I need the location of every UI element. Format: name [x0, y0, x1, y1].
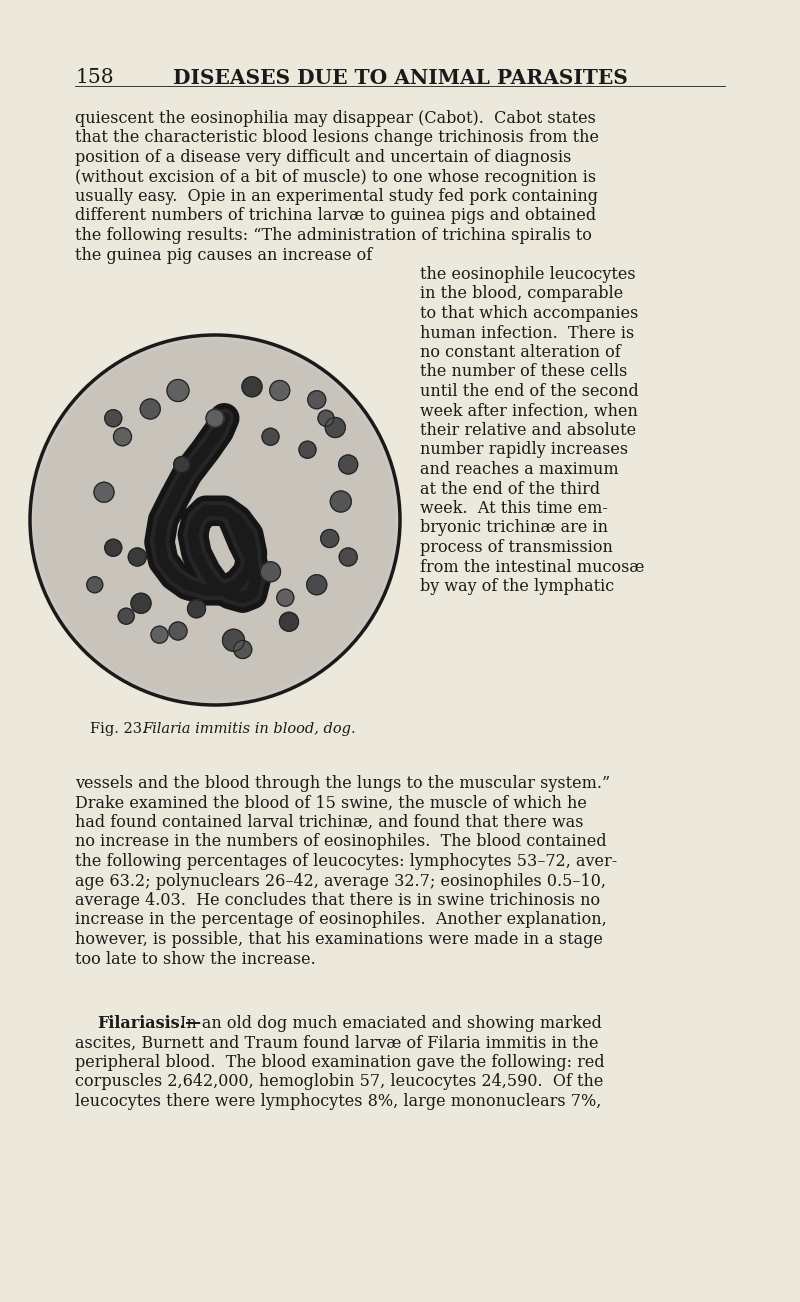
Circle shape: [308, 391, 326, 409]
Circle shape: [242, 376, 262, 397]
Text: until the end of the second: until the end of the second: [420, 383, 638, 400]
Circle shape: [339, 548, 357, 566]
Text: the guinea pig causes an increase of: the guinea pig causes an increase of: [75, 246, 372, 263]
Text: and reaches a maximum: and reaches a maximum: [420, 461, 618, 478]
Text: week after infection, when: week after infection, when: [420, 402, 638, 419]
Circle shape: [131, 594, 151, 613]
Circle shape: [105, 410, 122, 427]
Text: vessels and the blood through the lungs to the muscular system.”: vessels and the blood through the lungs …: [75, 775, 610, 792]
Text: Drake examined the blood of 15 swine, the muscle of which he: Drake examined the blood of 15 swine, th…: [75, 794, 587, 811]
Circle shape: [234, 641, 252, 659]
Text: increase in the percentage of eosinophiles.  Another explanation,: increase in the percentage of eosinophil…: [75, 911, 606, 928]
Circle shape: [277, 590, 294, 607]
Text: bryonic trichinæ are in: bryonic trichinæ are in: [420, 519, 608, 536]
Text: human infection.  There is: human infection. There is: [420, 324, 634, 341]
Circle shape: [30, 335, 400, 704]
Circle shape: [306, 574, 326, 595]
Text: 158: 158: [75, 68, 114, 87]
Circle shape: [318, 410, 334, 426]
Text: process of transmission: process of transmission: [420, 539, 613, 556]
Text: peripheral blood.  The blood examination gave the following: red: peripheral blood. The blood examination …: [75, 1055, 605, 1072]
Text: that the characteristic blood lesions change trichinosis from the: that the characteristic blood lesions ch…: [75, 129, 599, 147]
Circle shape: [151, 626, 168, 643]
Circle shape: [326, 418, 346, 437]
Text: however, is possible, that his examinations were made in a stage: however, is possible, that his examinati…: [75, 931, 603, 948]
Circle shape: [206, 409, 224, 427]
Text: position of a disease very difficult and uncertain of diagnosis: position of a disease very difficult and…: [75, 148, 571, 165]
Text: age 63.2; polynuclears 26–42, average 32.7; eosinophiles 0.5–10,: age 63.2; polynuclears 26–42, average 32…: [75, 872, 606, 889]
Circle shape: [35, 341, 394, 699]
Text: usually easy.  Opie in an experimental study fed pork containing: usually easy. Opie in an experimental st…: [75, 187, 598, 204]
Circle shape: [270, 380, 290, 401]
Circle shape: [187, 600, 206, 618]
Text: In an old dog much emaciated and showing marked: In an old dog much emaciated and showing…: [180, 1016, 602, 1032]
Text: the following results: “The administration of trichina spiralis to: the following results: “The administrati…: [75, 227, 592, 243]
Text: leucocytes there were lymphocytes 8%, large mononuclears 7%,: leucocytes there were lymphocytes 8%, la…: [75, 1092, 602, 1111]
Text: at the end of the third: at the end of the third: [420, 480, 600, 497]
Text: different numbers of trichina larvæ to guinea pigs and obtained: different numbers of trichina larvæ to g…: [75, 207, 596, 224]
Circle shape: [338, 454, 358, 474]
Circle shape: [86, 577, 102, 592]
Circle shape: [261, 561, 281, 582]
Text: quiescent the eosinophilia may disappear (Cabot).  Cabot states: quiescent the eosinophilia may disappear…: [75, 109, 596, 128]
Text: week.  At this time em-: week. At this time em-: [420, 500, 608, 517]
Text: in the blood, comparable: in the blood, comparable: [420, 285, 623, 302]
Text: by way of the lymphatic: by way of the lymphatic: [420, 578, 614, 595]
Circle shape: [174, 457, 190, 473]
Circle shape: [140, 398, 160, 419]
Text: had found contained larval trichinæ, and found that there was: had found contained larval trichinæ, and…: [75, 814, 583, 831]
Text: to that which accompanies: to that which accompanies: [420, 305, 638, 322]
Text: DISEASES DUE TO ANIMAL PARASITES: DISEASES DUE TO ANIMAL PARASITES: [173, 68, 627, 89]
Text: (without excision of a bit of muscle) to one whose recognition is: (without excision of a bit of muscle) to…: [75, 168, 596, 185]
Text: the following percentages of leucocytes: lymphocytes 53–72, aver-: the following percentages of leucocytes:…: [75, 853, 618, 870]
Text: Filaria immitis in blood, dog.: Filaria immitis in blood, dog.: [142, 723, 356, 736]
Text: average 4.03.  He concludes that there is in swine trichinosis no: average 4.03. He concludes that there is…: [75, 892, 600, 909]
Circle shape: [128, 548, 146, 566]
Text: ascites, Burnett and Traum found larvæ of Filaria immitis in the: ascites, Burnett and Traum found larvæ o…: [75, 1035, 598, 1052]
Text: corpuscles 2,642,000, hemoglobin 57, leucocytes 24,590.  Of the: corpuscles 2,642,000, hemoglobin 57, leu…: [75, 1074, 603, 1091]
Text: no constant alteration of: no constant alteration of: [420, 344, 621, 361]
Text: their relative and absolute: their relative and absolute: [420, 422, 636, 439]
Text: Filariasis.—: Filariasis.—: [97, 1016, 201, 1032]
Circle shape: [222, 629, 245, 651]
Circle shape: [118, 608, 134, 624]
Text: number rapidly increases: number rapidly increases: [420, 441, 628, 458]
Circle shape: [105, 539, 122, 556]
Circle shape: [169, 622, 187, 641]
Text: Fig. 23.: Fig. 23.: [90, 723, 146, 736]
Circle shape: [114, 428, 131, 445]
Text: from the intestinal mucosæ: from the intestinal mucosæ: [420, 559, 644, 575]
Circle shape: [279, 612, 298, 631]
Circle shape: [299, 441, 316, 458]
Circle shape: [167, 379, 189, 401]
Circle shape: [330, 491, 351, 512]
Text: the eosinophile leucocytes: the eosinophile leucocytes: [420, 266, 636, 283]
Text: no increase in the numbers of eosinophiles.  The blood contained: no increase in the numbers of eosinophil…: [75, 833, 606, 850]
Circle shape: [94, 482, 114, 503]
Circle shape: [321, 530, 338, 548]
Text: the number of these cells: the number of these cells: [420, 363, 627, 380]
Text: too late to show the increase.: too late to show the increase.: [75, 950, 316, 967]
Circle shape: [262, 428, 279, 445]
